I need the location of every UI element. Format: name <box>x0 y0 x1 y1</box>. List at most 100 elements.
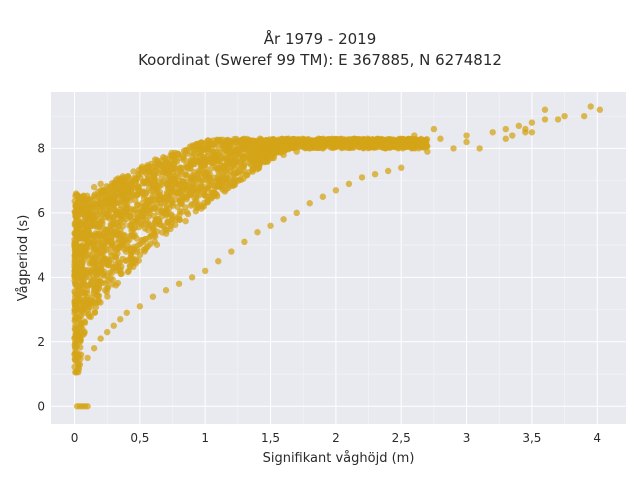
data-point <box>263 142 270 149</box>
data-point <box>587 103 594 110</box>
data-point <box>103 272 111 280</box>
data-point <box>169 151 177 159</box>
data-point <box>90 183 98 191</box>
data-point <box>201 154 209 162</box>
data-point <box>92 208 100 215</box>
data-point <box>219 177 226 185</box>
data-point <box>196 176 204 184</box>
data-point <box>270 143 277 151</box>
data-point <box>149 183 157 191</box>
data-point <box>91 259 98 267</box>
data-point <box>209 148 216 155</box>
data-point <box>130 258 137 265</box>
data-point <box>272 149 279 157</box>
data-point <box>72 281 80 288</box>
data-point <box>162 287 170 294</box>
data-point <box>398 164 405 171</box>
data-point <box>197 149 204 157</box>
chart-title-line-2: Koordinat (Sweref 99 TM): E 367885, N 62… <box>138 51 502 69</box>
data-point <box>306 145 313 152</box>
y-tick-label: 0 <box>37 399 45 413</box>
y-tick-label: 8 <box>37 141 45 155</box>
data-point <box>319 145 327 152</box>
data-point <box>208 178 215 185</box>
data-point <box>251 141 259 148</box>
data-point <box>104 293 111 300</box>
data-point <box>126 197 134 204</box>
data-point <box>143 202 151 209</box>
data-point <box>100 209 107 216</box>
data-point <box>98 188 106 196</box>
data-point <box>151 156 159 163</box>
data-point <box>127 181 135 188</box>
data-point <box>97 299 104 306</box>
x-tick-label: 1,5 <box>261 431 280 445</box>
data-point <box>168 215 176 222</box>
data-point <box>109 228 116 235</box>
data-point <box>140 246 147 254</box>
data-point <box>123 190 130 197</box>
data-point <box>159 229 166 236</box>
data-point <box>136 303 144 310</box>
data-point <box>118 175 125 182</box>
data-point <box>84 354 91 362</box>
data-point <box>596 106 604 113</box>
data-point <box>73 268 80 275</box>
data-point <box>145 242 152 249</box>
data-point <box>151 231 158 239</box>
data-point <box>236 166 243 174</box>
data-point <box>279 140 287 147</box>
data-point <box>157 181 165 189</box>
data-point <box>202 267 209 275</box>
data-point <box>175 177 183 184</box>
data-point <box>79 283 86 291</box>
data-point <box>168 197 175 204</box>
data-point <box>246 137 253 145</box>
data-point <box>87 303 95 310</box>
data-point <box>450 145 457 152</box>
data-point <box>144 180 151 187</box>
data-point <box>136 187 144 194</box>
data-point <box>71 251 78 259</box>
data-point <box>164 156 171 163</box>
data-point <box>87 252 95 259</box>
data-point <box>149 293 157 300</box>
data-point <box>90 233 98 240</box>
data-point <box>306 200 313 207</box>
data-point <box>150 225 157 232</box>
data-point <box>280 216 287 223</box>
data-point <box>528 119 536 126</box>
data-point <box>213 183 221 190</box>
data-point <box>86 260 93 267</box>
data-point <box>304 139 312 146</box>
data-point <box>111 186 119 193</box>
data-point <box>411 141 418 149</box>
data-point <box>358 174 366 181</box>
data-point <box>145 164 152 171</box>
data-point <box>541 116 549 123</box>
data-point <box>87 270 94 277</box>
data-point <box>84 403 91 410</box>
data-point <box>114 222 122 230</box>
data-point <box>241 238 248 246</box>
data-point <box>371 170 379 178</box>
data-point <box>188 174 196 181</box>
data-point <box>83 245 91 252</box>
data-point <box>149 195 156 202</box>
data-point <box>116 244 123 251</box>
data-point <box>102 280 110 287</box>
data-point <box>169 169 177 176</box>
data-point <box>541 106 549 113</box>
data-point <box>175 151 183 158</box>
data-point <box>144 226 152 234</box>
data-point <box>108 180 116 187</box>
data-point <box>580 112 588 120</box>
data-point <box>229 155 236 162</box>
data-point <box>332 141 340 149</box>
y-tick-label: 6 <box>37 206 45 220</box>
data-point <box>528 129 536 136</box>
data-points <box>71 103 604 410</box>
data-point <box>110 322 117 329</box>
data-point <box>430 125 438 133</box>
data-point <box>286 143 293 151</box>
